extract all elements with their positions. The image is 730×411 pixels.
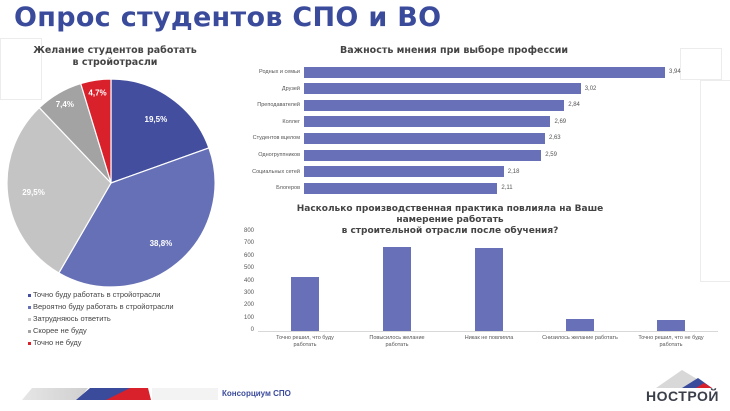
- hbar-value: 2,11: [501, 185, 513, 192]
- legend-label: Точно буду работать в стройотрасли: [33, 290, 161, 299]
- pie-label: 19,5%: [145, 115, 168, 124]
- hbar-bar: [304, 132, 545, 144]
- hbar-bar: [304, 149, 542, 161]
- page-title: Опрос студентов СПО и ВО: [14, 2, 442, 33]
- vbar-bar: [657, 319, 685, 331]
- logo-text: НОСТРОЙ: [646, 388, 719, 404]
- hbar-row: Одногруппников 2,59: [220, 149, 557, 161]
- y-tick-label: 100: [243, 314, 254, 321]
- legend-label: Точно не буду: [33, 338, 82, 347]
- hbar-row: Преподавателей 2,84: [220, 99, 580, 111]
- y-tick-label: 300: [243, 289, 254, 296]
- legend-item: Затрудняюсь ответить: [28, 313, 174, 325]
- x-category-label: Повысилось желание работать: [369, 335, 425, 348]
- hbar-value: 2,63: [548, 135, 561, 142]
- legend-swatch: [28, 329, 31, 333]
- vbar-bar: [566, 319, 594, 331]
- hbar-value: 3,02: [584, 85, 597, 92]
- hbar-value: 2,69: [554, 118, 567, 125]
- nostroy-logo-icon: [656, 370, 712, 388]
- hbar-bar: [304, 166, 504, 178]
- pie-slice: [6, 106, 112, 274]
- legend-swatch: [28, 317, 31, 321]
- vbar-baseline: [258, 331, 718, 332]
- pie-legend: Точно буду работать в стройотрасли Вероя…: [28, 289, 174, 349]
- hbar-row: Социальных сетей 2,18: [220, 166, 519, 178]
- pie-chart-title: Желание студентов работать в стройотрасл…: [33, 45, 197, 68]
- x-category-label: Точно решил, что буду работать: [276, 335, 334, 348]
- legend-label: Затрудняюсь ответить: [33, 314, 111, 323]
- hbar-label: Преподавателей: [257, 102, 300, 109]
- hbar-label: Родных и семьи: [259, 69, 300, 75]
- x-category-label: Снизилось желание работать: [542, 335, 618, 341]
- y-tick-label: 800: [243, 228, 254, 234]
- y-tick-label: 400: [243, 277, 254, 284]
- legend-item: Скорее не буду: [28, 325, 174, 337]
- hbar-row: Блогеров 2,11: [220, 182, 513, 194]
- hbar-bar: [304, 99, 565, 111]
- footer-label: Консорциум СПО: [222, 389, 291, 398]
- vbar-bar: [383, 247, 411, 331]
- hbar-row: Родных и семьи 3,94: [220, 66, 681, 78]
- hbar-bar: [304, 83, 581, 95]
- vbar-title-line: в строительной отрасли после обучения?: [341, 226, 559, 236]
- hbar-row: Друзей 3,02: [220, 83, 596, 95]
- vbar-chart-title: Насколько производственная практика повл…: [270, 204, 630, 237]
- hbar-value: 2,59: [545, 152, 557, 158]
- y-tick-label: 500: [243, 265, 254, 272]
- pie-chart: 19,5% 38,8% 29,5% 7,4% 4,7%: [6, 78, 216, 288]
- hbar-label: Одногруппников: [258, 152, 300, 158]
- hbar-bar: [304, 182, 498, 194]
- pie-label: 7,4%: [56, 100, 74, 109]
- y-tick-label: 700: [243, 240, 254, 247]
- background-decoration: [0, 38, 42, 100]
- y-tick-label: 0: [250, 327, 254, 333]
- legend-item: Точно не буду: [28, 337, 174, 349]
- pie-label: 38,8%: [150, 239, 173, 248]
- background-decoration: [700, 80, 730, 282]
- x-category-label: Точно решил, что не буду работать: [638, 335, 704, 348]
- vbar-title-line: Насколько производственная практика повл…: [296, 204, 604, 225]
- pie-slice: [110, 78, 210, 184]
- hbar-bar: [304, 66, 665, 78]
- legend-swatch: [28, 341, 31, 345]
- hbar-value: 2,84: [568, 102, 580, 109]
- legend-swatch: [28, 305, 31, 309]
- hbar-label: Блогеров: [276, 185, 300, 192]
- hbar-row: Студентов вцелом 2,63: [220, 132, 561, 144]
- legend-item: Вероятно буду работать в стройотрасли: [28, 301, 174, 313]
- legend-item: Точно буду работать в стройотрасли: [28, 289, 174, 301]
- legend-swatch: [28, 293, 31, 297]
- pie-label: 4,7%: [88, 88, 106, 97]
- hbar-row: Коллег 2,69: [220, 116, 566, 128]
- hbar-chart-title: Важность мнения при выборе профессии: [340, 45, 569, 56]
- hbar-value: 2,18: [507, 168, 520, 175]
- hbar-label: Социальных сетей: [252, 168, 300, 175]
- pie-slice: [79, 78, 112, 184]
- x-category-label: Никак не повлияла: [464, 335, 514, 341]
- vbar-bar: [291, 277, 319, 331]
- pie-label: 29,5%: [22, 188, 45, 197]
- legend-label: Скорее не буду: [33, 326, 87, 335]
- legend-label: Вероятно буду работать в стройотрасли: [33, 302, 174, 311]
- hbar-bar: [304, 116, 551, 128]
- hbar-value: 3,94: [669, 69, 681, 75]
- pie-slice: [58, 147, 216, 288]
- hbar-label: Друзей: [281, 85, 300, 92]
- vbar-bar: [475, 248, 503, 331]
- y-tick-label: 200: [243, 302, 254, 309]
- y-tick-label: 600: [243, 252, 254, 259]
- hbar-label: Студентов вцелом: [252, 135, 300, 142]
- footer-stripes: [22, 388, 218, 400]
- hbar-label: Коллег: [282, 118, 300, 125]
- background-decoration: [680, 48, 722, 80]
